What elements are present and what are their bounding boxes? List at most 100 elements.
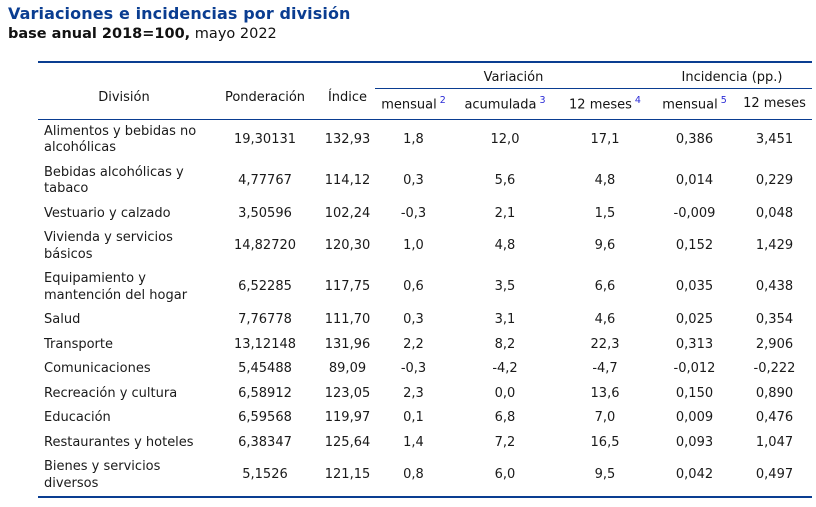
cell-var-mensual: 0,3 — [403, 312, 424, 327]
cell-ponderacion: 13,12148 — [233, 336, 297, 352]
cell-indice: 89,09 — [328, 361, 367, 376]
footnote-ref-5: 5 — [720, 94, 727, 106]
table-row: Alimentos y bebidas no alcohólicas 19,301… — [38, 119, 812, 161]
col-header-inc-mensual: mensual 5 — [652, 88, 738, 120]
footnote-ref-2: 2 — [439, 94, 446, 106]
cell-indice: 121,15 — [324, 467, 371, 483]
cell-ponderacion: 6,52285 — [238, 279, 292, 295]
col-header-division: División — [38, 62, 210, 120]
cell-var-acumulada: 4,8 — [494, 238, 516, 254]
cell-indice: 119,97 — [324, 410, 371, 425]
cell-inc-mensual: 0,150 — [675, 385, 714, 401]
cell-inc-12meses: 0,497 — [755, 467, 794, 483]
cell-inc-mensual: 0,386 — [675, 131, 714, 147]
table-row: Comunicaciones 5,45488 89,09 -0,3 -4,2 -4,7 -0… — [38, 357, 812, 382]
cell-division: Salud — [44, 312, 81, 327]
cell-inc-12meses: -0,222 — [753, 361, 796, 376]
cell-division: Educación — [44, 410, 111, 425]
cell-division: Vestuario y calzado — [44, 205, 171, 221]
cell-ponderacion: 5,45488 — [238, 361, 292, 376]
cell-inc-mensual: 0,152 — [675, 238, 714, 254]
cell-ponderacion: 5,1526 — [242, 467, 288, 483]
cell-ponderacion: 19,30131 — [233, 131, 297, 147]
cell-ponderacion: 6,38347 — [238, 434, 292, 450]
cell-var-acumulada: 3,1 — [494, 312, 516, 327]
cell-inc-mensual: 0,009 — [675, 410, 714, 425]
cell-ponderacion: 6,58912 — [238, 385, 292, 401]
cell-var-12meses: 17,1 — [590, 131, 620, 147]
cell-ponderacion: 6,59568 — [238, 410, 292, 425]
cell-var-12meses: 22,3 — [590, 336, 620, 352]
footnote-ref-4: 4 — [634, 94, 641, 106]
cell-division: Bebidas alcohólicas y tabaco — [44, 164, 184, 197]
cell-var-mensual: 2,2 — [403, 336, 424, 352]
table-row: Restaurantes y hoteles 6,38347 125,64 1,4 7,… — [38, 431, 812, 456]
cell-var-mensual: 0,1 — [403, 410, 424, 425]
cell-inc-12meses: 0,890 — [755, 385, 794, 401]
col-group-variacion: Variación — [375, 62, 653, 89]
cell-inc-mensual: 0,025 — [675, 312, 714, 327]
cell-inc-12meses: 0,438 — [755, 279, 794, 295]
page-title: Variaciones e incidencias por división — [8, 4, 351, 23]
table-row: Vivienda y servicios básicos 14,82720 120,… — [38, 226, 812, 267]
cell-var-mensual: 0,6 — [403, 279, 424, 295]
cell-var-acumulada: 12,0 — [490, 131, 520, 147]
cell-var-acumulada: 5,6 — [494, 172, 516, 188]
page-subtitle: base anual 2018=100, mayo 2022 — [8, 26, 277, 42]
cell-division: Alimentos y bebidas no alcohólicas — [44, 123, 197, 156]
col-group-incidencia: Incidencia (pp.) — [652, 62, 813, 89]
cell-var-acumulada: 7,2 — [494, 434, 516, 450]
cell-inc-12meses: 0,048 — [755, 205, 794, 221]
cell-var-mensual: -0,3 — [400, 205, 427, 221]
cell-division: Restaurantes y hoteles — [44, 434, 194, 450]
cell-var-acumulada: 6,8 — [494, 410, 516, 425]
cell-inc-12meses: 0,476 — [755, 410, 794, 425]
cell-inc-mensual: 0,042 — [675, 467, 714, 483]
col-header-var-mensual: mensual 2 — [375, 88, 452, 120]
col-header-var-acumulada: acumulada 3 — [452, 88, 558, 120]
col-header-indice: Índice — [320, 62, 375, 120]
cell-division: Vivienda y servicios básicos — [44, 230, 173, 262]
cell-division: Comunicaciones — [44, 361, 151, 376]
col-header-inc-12meses: 12 meses — [737, 88, 813, 120]
cell-indice: 102,24 — [324, 205, 371, 221]
cell-var-12meses: 7,0 — [594, 410, 616, 425]
subtitle-period: mayo 2022 — [190, 26, 277, 42]
cell-division: Recreación y cultura — [44, 385, 178, 401]
cell-var-acumulada: -4,2 — [492, 361, 518, 376]
cell-var-12meses: 9,5 — [594, 467, 616, 483]
cell-inc-mensual: -0,012 — [673, 361, 716, 376]
subtitle-base: base anual 2018=100, — [8, 26, 191, 42]
cell-division: Transporte — [44, 336, 113, 352]
cell-var-mensual: 2,3 — [403, 385, 424, 401]
cell-inc-mensual: -0,009 — [673, 205, 716, 221]
cell-var-12meses: 13,6 — [590, 385, 620, 401]
divisions-table: División Ponderación Índice Variación In… — [38, 61, 813, 498]
cell-indice: 132,93 — [324, 131, 371, 147]
cell-division: Equipamiento y mantención del hogar — [44, 271, 188, 303]
cell-inc-mensual: 0,035 — [675, 279, 714, 295]
cell-ponderacion: 14,82720 — [233, 238, 297, 254]
cell-inc-12meses: 0,229 — [755, 172, 794, 188]
cell-inc-12meses: 1,047 — [755, 434, 794, 450]
table-row: Recreación y cultura 6,58912 123,05 2,3 0,0 1… — [38, 382, 812, 407]
cell-indice: 123,05 — [324, 385, 371, 401]
cell-indice: 125,64 — [324, 434, 371, 450]
cell-ponderacion: 4,77767 — [238, 172, 292, 188]
cell-ponderacion: 7,76778 — [238, 312, 292, 327]
cell-var-12meses: -4,7 — [592, 361, 618, 376]
col-header-ponderacion: Ponderación — [210, 62, 320, 120]
cell-var-mensual: 0,3 — [403, 172, 424, 188]
table-row: Salud 7,76778 111,70 0,3 3,1 4,6 0,025 0,354 — [38, 308, 812, 333]
col-header-var-12meses: 12 meses 4 — [558, 88, 653, 120]
cell-indice: 114,12 — [324, 172, 371, 188]
cell-var-12meses: 9,6 — [594, 238, 616, 254]
cell-var-mensual: -0,3 — [400, 361, 427, 376]
cell-inc-12meses: 2,906 — [755, 336, 794, 352]
cell-var-acumulada: 3,5 — [494, 279, 516, 295]
table-body: Alimentos y bebidas no alcohólicas 19,301… — [38, 119, 812, 497]
cell-indice: 131,96 — [324, 336, 371, 352]
cell-inc-mensual: 0,014 — [675, 172, 714, 188]
table-sub-header-row: mensual 2 acumulada 3 12 meses 4 mensual 5 1… — [38, 88, 813, 120]
